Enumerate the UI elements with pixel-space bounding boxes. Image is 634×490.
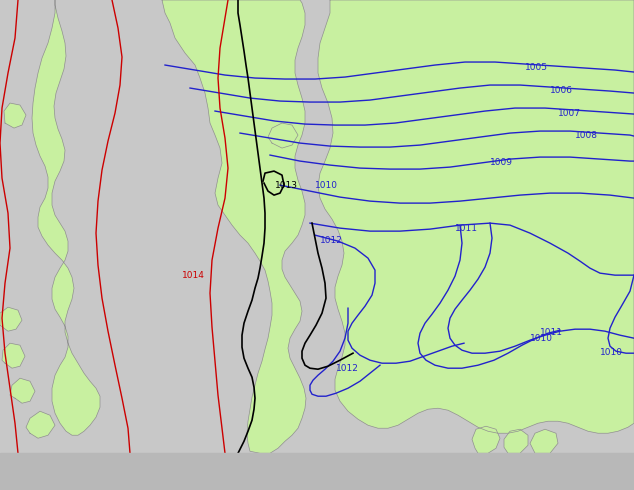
Text: Mo 10-06-2024 12:00 UTC (18+114): Mo 10-06-2024 12:00 UTC (18+114) [401,461,629,474]
Text: 1010: 1010 [315,181,338,190]
Polygon shape [268,123,298,148]
Text: 1008: 1008 [575,131,598,140]
Text: 1006: 1006 [550,86,573,95]
Polygon shape [530,429,558,453]
Text: 1012: 1012 [320,236,343,245]
Polygon shape [26,411,55,438]
Text: 1012: 1012 [336,364,359,373]
Polygon shape [0,307,22,331]
Polygon shape [504,429,528,453]
Text: 1010: 1010 [600,348,623,357]
Text: 1011: 1011 [455,224,478,233]
Text: 1013: 1013 [275,181,298,190]
Polygon shape [2,343,25,368]
Text: 1014: 1014 [182,271,205,280]
Polygon shape [162,0,306,453]
Text: 1010: 1010 [530,334,553,343]
Text: 1009: 1009 [490,158,513,167]
Polygon shape [10,378,35,403]
Polygon shape [32,0,100,435]
Text: ©weatheronline.co.uk: ©weatheronline.co.uk [504,478,629,488]
Polygon shape [4,103,26,128]
Text: 1011: 1011 [540,328,563,337]
Polygon shape [318,0,634,433]
Text: 1007: 1007 [558,109,581,118]
Text: Surface pressure [hPa] ECMWF: Surface pressure [hPa] ECMWF [5,461,205,474]
Text: 1005: 1005 [525,63,548,72]
Polygon shape [472,426,500,453]
